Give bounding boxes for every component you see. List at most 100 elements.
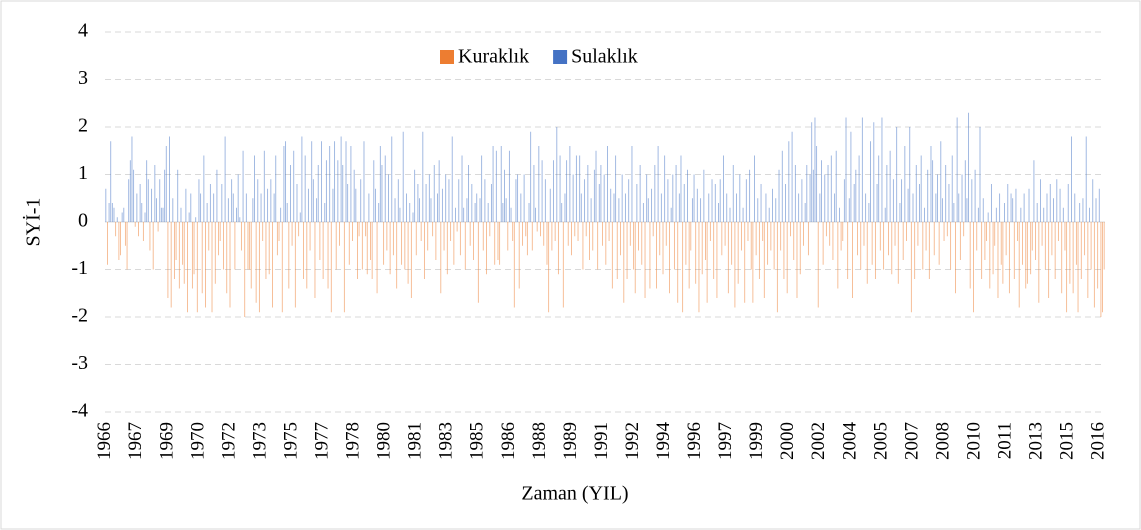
bar: [861, 117, 863, 222]
bar: [156, 198, 157, 222]
bar: [636, 184, 638, 222]
bar: [107, 222, 108, 265]
bar: [956, 117, 958, 222]
x-tick-label: 1975: [280, 422, 301, 460]
x-tick-label: 1978: [343, 422, 364, 460]
bar: [1071, 136, 1072, 222]
bar: [830, 155, 832, 222]
bar: [593, 169, 595, 222]
bar: [275, 155, 277, 222]
bar: [742, 207, 744, 222]
bar: [682, 222, 684, 313]
bar: [723, 155, 724, 222]
bar: [657, 146, 659, 222]
bar: [772, 188, 773, 222]
bar: [353, 169, 355, 222]
bar: [714, 184, 716, 222]
bar: [299, 212, 301, 222]
bar: [536, 222, 538, 232]
bar: [566, 160, 568, 222]
bar: [247, 222, 249, 270]
bar: [794, 165, 796, 222]
bar: [948, 184, 950, 222]
bar: [468, 165, 470, 222]
bar: [285, 141, 287, 222]
bar: [754, 155, 755, 222]
bar: [187, 222, 188, 313]
bar: [368, 193, 370, 222]
bar: [950, 222, 952, 270]
bar: [685, 222, 687, 265]
bar: [232, 193, 234, 222]
bar: [1022, 222, 1023, 265]
bar: [376, 222, 378, 294]
x-tick-label: 2016: [1088, 422, 1109, 460]
x-tick-label: 1989: [560, 422, 581, 460]
bar: [497, 222, 499, 260]
bar: [793, 222, 795, 260]
bar: [240, 222, 242, 251]
bar: [371, 222, 373, 279]
bar: [767, 222, 769, 265]
bar: [963, 222, 965, 237]
bar: [451, 136, 453, 222]
bar: [1017, 222, 1019, 241]
bar: [945, 165, 947, 222]
bar: [180, 207, 182, 222]
bar: [943, 222, 945, 241]
bar: [981, 222, 983, 279]
bar: [479, 198, 481, 222]
bar: [711, 179, 713, 222]
bar: [986, 222, 987, 241]
bar: [108, 203, 110, 222]
bar: [543, 222, 545, 246]
bar: [414, 169, 416, 222]
bar: [121, 212, 123, 222]
bar: [749, 169, 751, 222]
bar: [941, 198, 943, 222]
bar: [775, 198, 777, 222]
x-tick-label: 1973: [249, 422, 270, 460]
bar: [131, 136, 133, 222]
bar: [649, 222, 651, 289]
bar: [378, 203, 380, 222]
bar: [708, 193, 710, 222]
bar: [974, 169, 976, 222]
bar: [557, 222, 559, 275]
bar: [734, 222, 736, 308]
bar: [141, 203, 143, 222]
bar: [584, 179, 586, 222]
bar: [412, 212, 414, 222]
bar: [1000, 222, 1002, 265]
bar: [672, 174, 674, 222]
bar: [1075, 222, 1077, 265]
bar: [350, 146, 352, 222]
bar: [446, 222, 448, 275]
bar: [185, 188, 187, 222]
bar: [142, 222, 144, 241]
x-tick-label: 1981: [405, 422, 426, 460]
bar: [296, 184, 298, 222]
bar: [258, 222, 260, 313]
bar: [603, 174, 605, 222]
bar: [540, 222, 541, 237]
bar: [401, 222, 403, 265]
bar: [410, 222, 412, 298]
bar: [1082, 198, 1084, 222]
bar: [1025, 222, 1027, 289]
bar: [477, 222, 479, 303]
bar: [522, 222, 523, 246]
bar: [1002, 222, 1004, 284]
bar: [620, 222, 621, 256]
bar: [433, 165, 435, 222]
bar: [105, 188, 107, 222]
bar: [1051, 222, 1053, 256]
bar: [955, 222, 956, 294]
bar: [788, 141, 790, 222]
x-tick-label: 2015: [1057, 422, 1078, 460]
bar: [136, 193, 138, 222]
bar: [265, 222, 267, 279]
bar: [164, 169, 166, 222]
bar: [1093, 222, 1095, 308]
bar: [147, 179, 149, 222]
